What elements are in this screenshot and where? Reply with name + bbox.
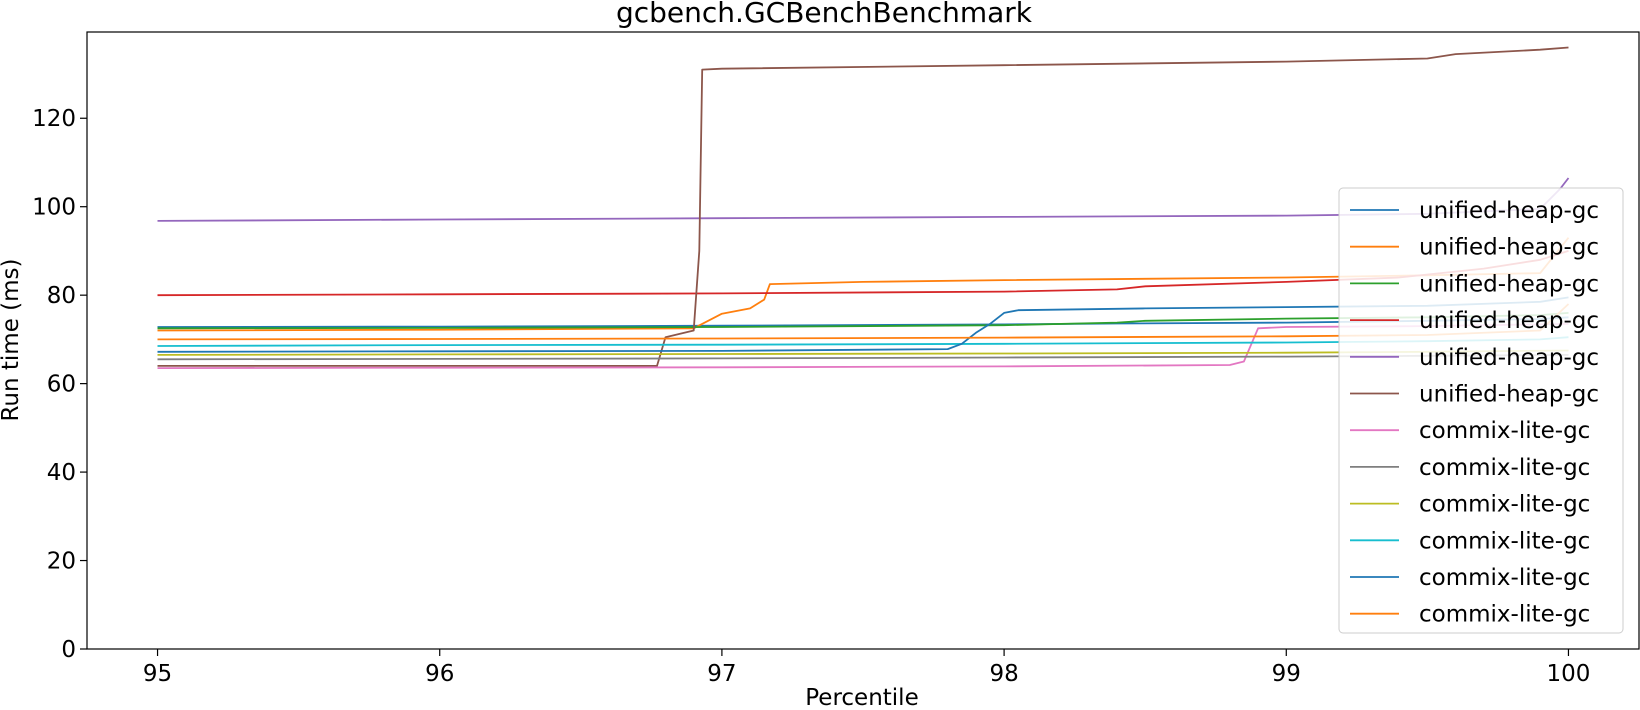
x-tick-label: 97 xyxy=(707,661,736,687)
chart-title: gcbench.GCBenchBenchmark xyxy=(616,0,1033,29)
y-axis: 0 20 40 60 80 100 120 xyxy=(32,106,87,663)
y-tick-label: 80 xyxy=(47,283,76,309)
y-tick-label: 60 xyxy=(47,372,76,398)
legend-label: commix-lite-gc xyxy=(1419,565,1590,591)
y-tick-label: 40 xyxy=(47,460,76,486)
x-tick-label: 100 xyxy=(1547,661,1591,687)
x-tick-label: 99 xyxy=(1272,661,1301,687)
series-line-6 xyxy=(157,46,1569,367)
legend-label: unified-heap-gc xyxy=(1419,271,1599,297)
legend-label: commix-lite-gc xyxy=(1419,455,1590,481)
x-tick-label: 96 xyxy=(425,661,454,687)
legend-label: commix-lite-gc xyxy=(1419,602,1590,628)
x-tick-label: 98 xyxy=(989,661,1018,687)
legend-label: unified-heap-gc xyxy=(1419,308,1599,334)
y-tick-label: 100 xyxy=(32,195,76,221)
plot-area xyxy=(86,31,1640,650)
legend-box xyxy=(1338,187,1624,634)
x-tick-label: 95 xyxy=(143,661,172,687)
x-axis: 95 96 97 98 99 100 xyxy=(143,649,1591,687)
y-axis-title: Run time (ms) xyxy=(0,258,24,421)
legend-label: unified-heap-gc xyxy=(1419,382,1599,408)
y-tick-label: 0 xyxy=(61,637,76,663)
x-axis-title: Percentile xyxy=(805,685,918,710)
legend-label: commix-lite-gc xyxy=(1419,528,1590,554)
legend-label: unified-heap-gc xyxy=(1419,235,1599,261)
legend-label: unified-heap-gc xyxy=(1419,198,1599,224)
legend-label: commix-lite-gc xyxy=(1419,492,1590,518)
legend: unified-heap-gc unified-heap-gc unified-he… xyxy=(1338,187,1624,634)
y-tick-label: 120 xyxy=(32,106,76,132)
y-tick-label: 20 xyxy=(47,549,76,575)
legend-label: unified-heap-gc xyxy=(1419,345,1599,371)
legend-label: commix-lite-gc xyxy=(1419,418,1590,444)
